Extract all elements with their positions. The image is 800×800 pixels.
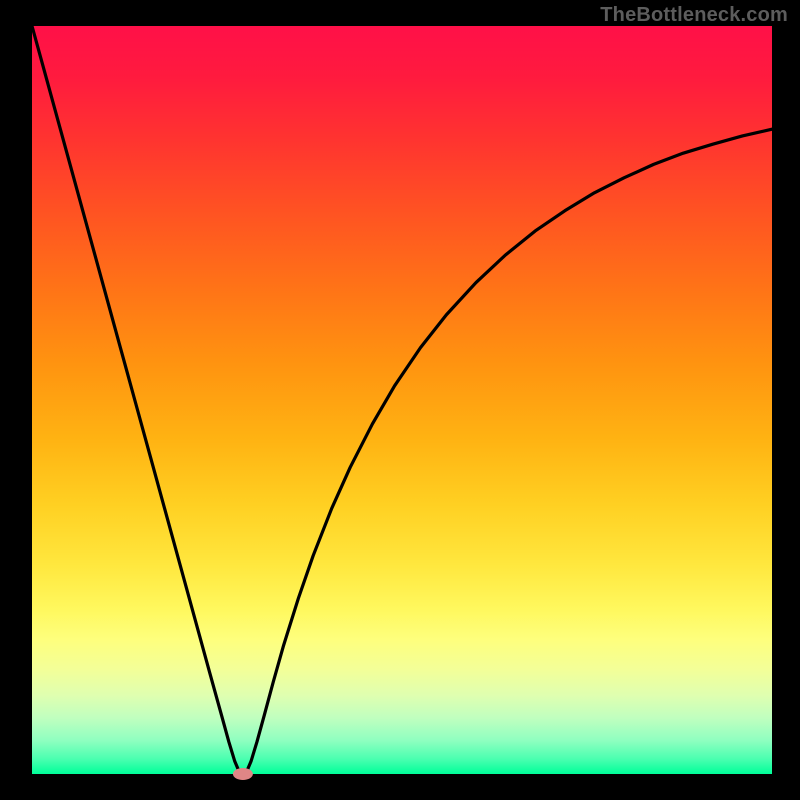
chart-container: TheBottleneck.com — [0, 0, 800, 800]
optimum-point — [233, 768, 253, 780]
curve-bottleneck-curve — [32, 26, 772, 774]
watermark-text: TheBottleneck.com — [600, 4, 788, 27]
chart-svg — [0, 0, 800, 800]
